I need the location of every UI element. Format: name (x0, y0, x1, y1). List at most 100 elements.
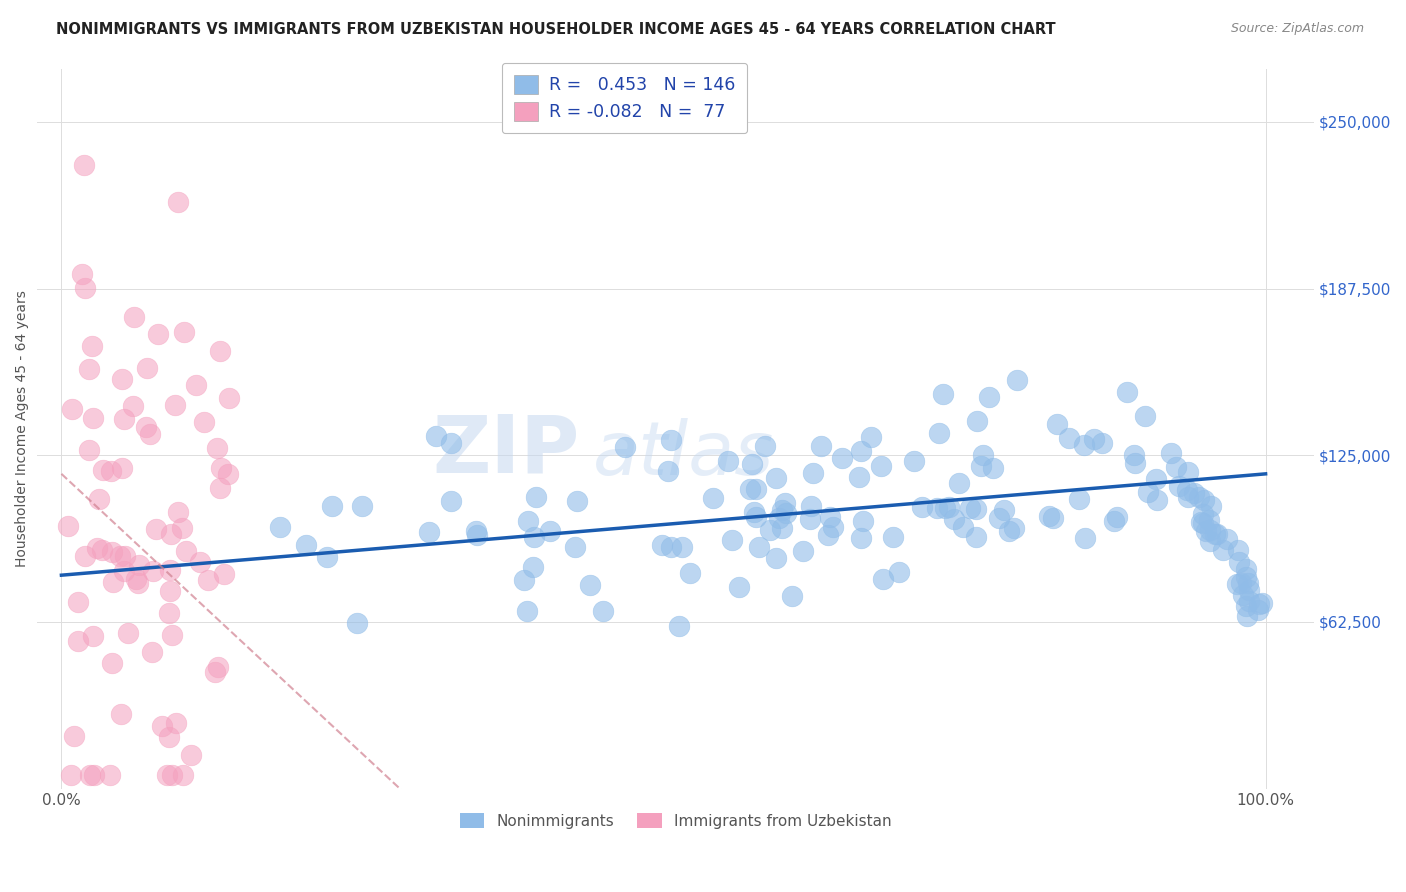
Point (170, 521, 193, 535)
Point (91, 463, 114, 477)
Point (125, 573, 148, 587)
Point (86, 541, 108, 555)
Point (773, 496, 796, 510)
Point (818, 509, 841, 524)
Point (657, 464, 679, 478)
Point (768, 510, 790, 524)
Point (852, 514, 875, 528)
Point (738, 482, 761, 496)
Point (1160, 446, 1182, 460)
Point (522, 560, 544, 574)
Point (1195, 524, 1218, 538)
Point (799, 512, 821, 526)
Point (870, 459, 893, 474)
Point (1192, 516, 1215, 530)
Point (831, 450, 853, 465)
Point (208, 481, 231, 495)
Point (1212, 542, 1234, 557)
Point (948, 475, 970, 490)
Point (159, 583, 181, 598)
Point (67, 595, 90, 609)
Point (728, 581, 751, 595)
Point (882, 531, 904, 545)
Point (157, 607, 180, 621)
Point (1198, 514, 1220, 528)
Point (66, 634, 89, 648)
Point (523, 530, 546, 544)
Point (1005, 372, 1028, 386)
Y-axis label: Householder Income Ages 45 - 64 years: Householder Income Ages 45 - 64 years (15, 290, 30, 567)
Point (1191, 507, 1213, 521)
Point (775, 507, 797, 521)
Point (1237, 576, 1260, 591)
Point (1177, 465, 1199, 479)
Point (765, 550, 787, 565)
Point (77, 362, 100, 376)
Point (122, 399, 145, 413)
Point (173, 326, 195, 340)
Point (135, 419, 157, 434)
Point (127, 576, 149, 591)
Point (295, 538, 318, 552)
Point (993, 503, 1015, 517)
Point (1177, 483, 1199, 497)
Point (1198, 523, 1220, 537)
Point (101, 544, 124, 558)
Point (1216, 532, 1239, 546)
Point (741, 457, 763, 471)
Point (872, 572, 894, 586)
Point (792, 544, 814, 558)
Point (938, 500, 960, 514)
Point (925, 501, 948, 516)
Point (934, 500, 956, 515)
Point (79, 443, 101, 458)
Point (759, 524, 782, 538)
Point (565, 493, 588, 508)
Point (160, 768, 183, 782)
Point (1146, 493, 1168, 508)
Point (1251, 596, 1274, 610)
Point (651, 538, 673, 552)
Point (160, 628, 183, 642)
Point (98, 768, 121, 782)
Point (979, 390, 1001, 404)
Point (1182, 486, 1205, 500)
Point (197, 573, 219, 587)
Point (100, 464, 122, 478)
Point (932, 387, 955, 401)
Point (193, 415, 215, 429)
Point (1057, 431, 1080, 445)
Point (174, 544, 197, 558)
Point (91, 543, 114, 558)
Point (1166, 460, 1188, 475)
Point (748, 540, 770, 554)
Point (112, 412, 135, 426)
Point (82, 629, 104, 643)
Point (321, 499, 343, 513)
Point (73, 157, 96, 171)
Point (1237, 594, 1260, 608)
Text: ZIP: ZIP (433, 411, 579, 489)
Point (1073, 438, 1095, 452)
Point (579, 578, 602, 592)
Point (659, 433, 682, 447)
Point (848, 469, 870, 483)
Point (810, 439, 832, 453)
Point (188, 555, 211, 569)
Point (668, 619, 690, 633)
Point (965, 502, 987, 516)
Point (209, 344, 232, 359)
Point (205, 441, 228, 455)
Point (1246, 602, 1268, 616)
Point (770, 521, 793, 535)
Point (801, 466, 824, 480)
Point (1002, 521, 1025, 535)
Point (817, 528, 839, 542)
Point (721, 533, 744, 547)
Point (903, 454, 925, 468)
Point (117, 626, 139, 640)
Point (157, 730, 180, 744)
Point (159, 526, 181, 541)
Point (465, 524, 488, 538)
Point (966, 414, 988, 428)
